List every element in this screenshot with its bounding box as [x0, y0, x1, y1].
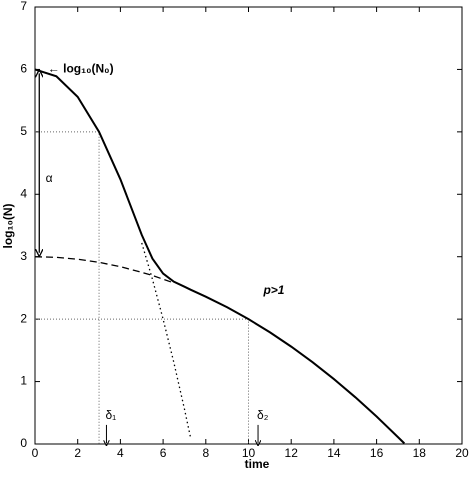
guide-line [35, 131, 100, 444]
annotation: p>1 [262, 283, 284, 297]
x-tick-label: 10 [242, 446, 256, 460]
series-line [34, 68, 406, 445]
y-tick-label: 7 [20, 0, 27, 13]
y-tick-label: 4 [20, 186, 27, 200]
x-axis-label: time [245, 457, 270, 471]
y-tick-label: 0 [20, 436, 27, 450]
x-tick-label: 14 [327, 446, 341, 460]
x-tick-label: 4 [117, 446, 124, 460]
x-tick-label: 20 [455, 446, 469, 460]
x-tick-label: 6 [160, 446, 167, 460]
x-tick-label: 0 [32, 446, 39, 460]
series-line [141, 242, 192, 440]
y-tick-label: 3 [20, 249, 27, 263]
annotation: α [46, 171, 53, 185]
x-tick-label: 12 [285, 446, 299, 460]
x-tick-label: 18 [413, 446, 427, 460]
x-tick-label: 16 [370, 446, 384, 460]
y-tick-label: 5 [20, 124, 27, 138]
annotation: ← log₁₀(N₀) [48, 62, 114, 76]
y-tick-label: 6 [20, 62, 27, 76]
y-axis-label: log₁₀(N) [1, 203, 15, 248]
guide-line [35, 318, 249, 444]
x-tick-label: 2 [74, 446, 81, 460]
annotation: δ₂ [257, 408, 269, 422]
y-tick-label: 2 [20, 311, 27, 325]
y-tick-label: 1 [20, 374, 27, 388]
x-tick-label: 8 [202, 446, 209, 460]
series-line [34, 256, 174, 284]
annotation: δ₁ [105, 408, 116, 422]
